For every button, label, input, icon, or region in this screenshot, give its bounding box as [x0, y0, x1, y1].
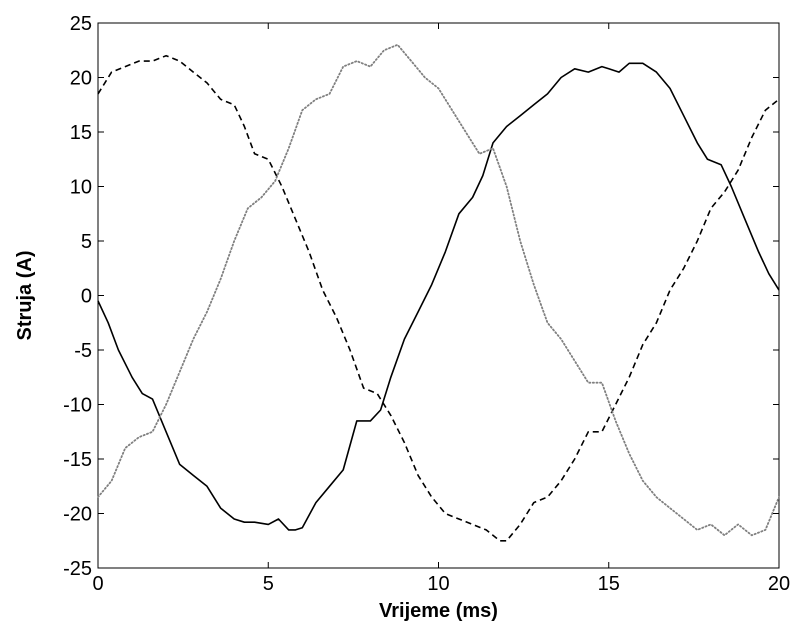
y-axis-title: Struja (A) [14, 251, 36, 341]
x-tick-label: 0 [92, 573, 103, 595]
x-tick-label: 5 [263, 573, 274, 595]
y-tick-label: 10 [70, 177, 92, 199]
series-layer [97, 43, 780, 542]
ticks-layer: 0 5 10 15 20 -25 -20 -15 -10 -5 0 5 10 15 20 25 [63, 13, 790, 595]
y-tick-label: 5 [81, 231, 92, 253]
y-tick-label: -10 [63, 395, 92, 417]
y-tick-label: -25 [63, 558, 92, 580]
y-tick-label: 0 [81, 286, 92, 308]
x-tick-label: 10 [427, 573, 449, 595]
plot-area [97, 22, 780, 569]
y-tick-label: -15 [63, 449, 92, 471]
y-tick-label: 25 [70, 13, 92, 35]
x-tick-label: 20 [768, 573, 790, 595]
series-line-dashed [97, 54, 780, 542]
x-axis-title: Vrijeme (ms) [379, 600, 498, 622]
y-tick-label: 20 [70, 68, 92, 90]
y-tick-label: -5 [74, 340, 92, 362]
x-tick-label: 15 [598, 573, 620, 595]
y-tick-label: -20 [63, 504, 92, 526]
y-tick-label: 15 [70, 122, 92, 144]
series-line-solid [97, 62, 780, 531]
series-line-dotted [97, 43, 780, 537]
